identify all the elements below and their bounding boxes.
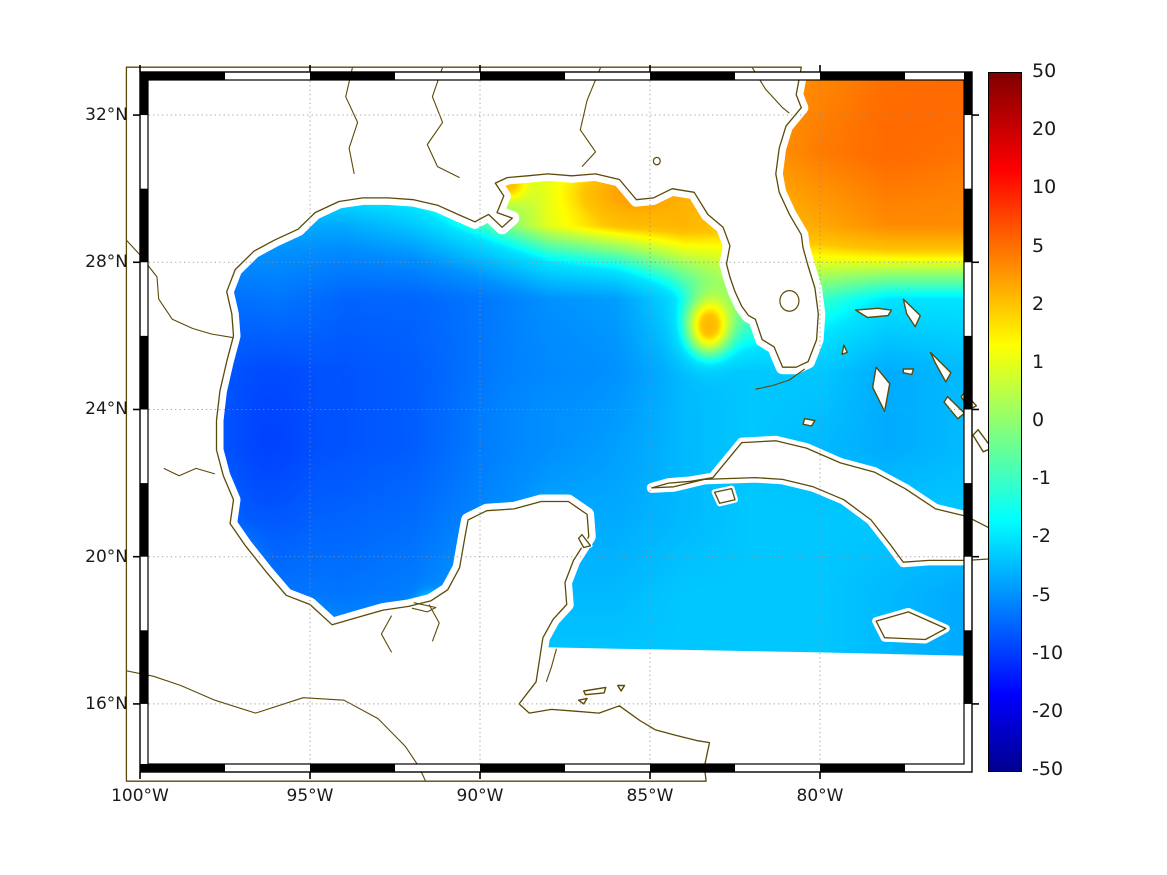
usumacinta-river-line xyxy=(428,604,440,642)
bimini-island xyxy=(841,344,848,355)
lon-tick-label: 80°W xyxy=(796,786,844,806)
utila-island xyxy=(577,697,588,705)
laguna-terminos-line xyxy=(411,602,437,613)
lake-seminole xyxy=(652,156,661,166)
north-america-coastline xyxy=(125,66,819,782)
long-island-island xyxy=(972,429,993,453)
colorbar xyxy=(988,72,1022,772)
cozumel-coastline xyxy=(577,533,592,549)
colorbar-tick-label: 50 xyxy=(1032,60,1057,82)
lon-tick-label: 85°W xyxy=(626,786,674,806)
sabine-river-line xyxy=(345,67,359,175)
isla-juventud-coastline xyxy=(713,487,736,504)
exuma-island xyxy=(943,395,966,420)
lon-tick-label: 100°W xyxy=(111,786,169,806)
grand-bahama-island xyxy=(855,307,893,319)
colorbar-tick-label: 5 xyxy=(1032,234,1045,257)
colorbar-tick-label: -2 xyxy=(1032,525,1051,548)
abaco-island xyxy=(902,298,921,328)
colorbar-tick-label: 10 xyxy=(1032,176,1057,199)
colorbar-tick-label: 1 xyxy=(1032,350,1045,373)
coastlines-layer xyxy=(119,60,1024,789)
map-frame xyxy=(139,71,973,773)
roatan-island xyxy=(583,686,607,696)
jamaica-coastline xyxy=(875,611,947,641)
alabama-river-line xyxy=(579,66,602,167)
colorbar-tick-label: 0 xyxy=(1032,409,1045,431)
lat-tick-label: 28°N xyxy=(85,252,128,273)
florida-keys-line xyxy=(755,368,806,390)
lat-tick-label: 20°N xyxy=(85,546,128,567)
lat-tick-label: 16°N xyxy=(85,693,128,714)
lat-tick-label: 24°N xyxy=(85,399,128,420)
colorbar-tick-label: -1 xyxy=(1032,467,1051,490)
lon-tick-label: 95°W xyxy=(286,786,334,806)
lat-tick-label: 32°N xyxy=(85,105,128,126)
panuco-river-line xyxy=(163,467,215,477)
mississippi-river-line xyxy=(426,67,460,179)
guanaja-island xyxy=(617,684,626,692)
grijalva-river-line xyxy=(380,615,393,653)
cay-sal-island xyxy=(802,418,816,427)
tick-marks xyxy=(133,65,979,779)
belize-cays-line xyxy=(545,648,558,682)
lake-okeechobee xyxy=(779,290,800,312)
colorbar-tick-label: -5 xyxy=(1032,583,1051,606)
andros-island xyxy=(872,366,891,412)
colorbar-tick-label: 20 xyxy=(1032,118,1057,141)
colorbar-tick-label: 2 xyxy=(1032,292,1045,315)
pacific-coast-line xyxy=(126,670,427,782)
colorbar-tick-label: -20 xyxy=(1032,699,1064,722)
colorbar-tick-label: -10 xyxy=(1032,641,1064,664)
new-providence-island xyxy=(902,368,915,376)
lon-tick-label: 90°W xyxy=(456,786,504,806)
eleuthera-island xyxy=(929,351,952,383)
colorbar-tick-label: -50 xyxy=(1032,758,1064,780)
